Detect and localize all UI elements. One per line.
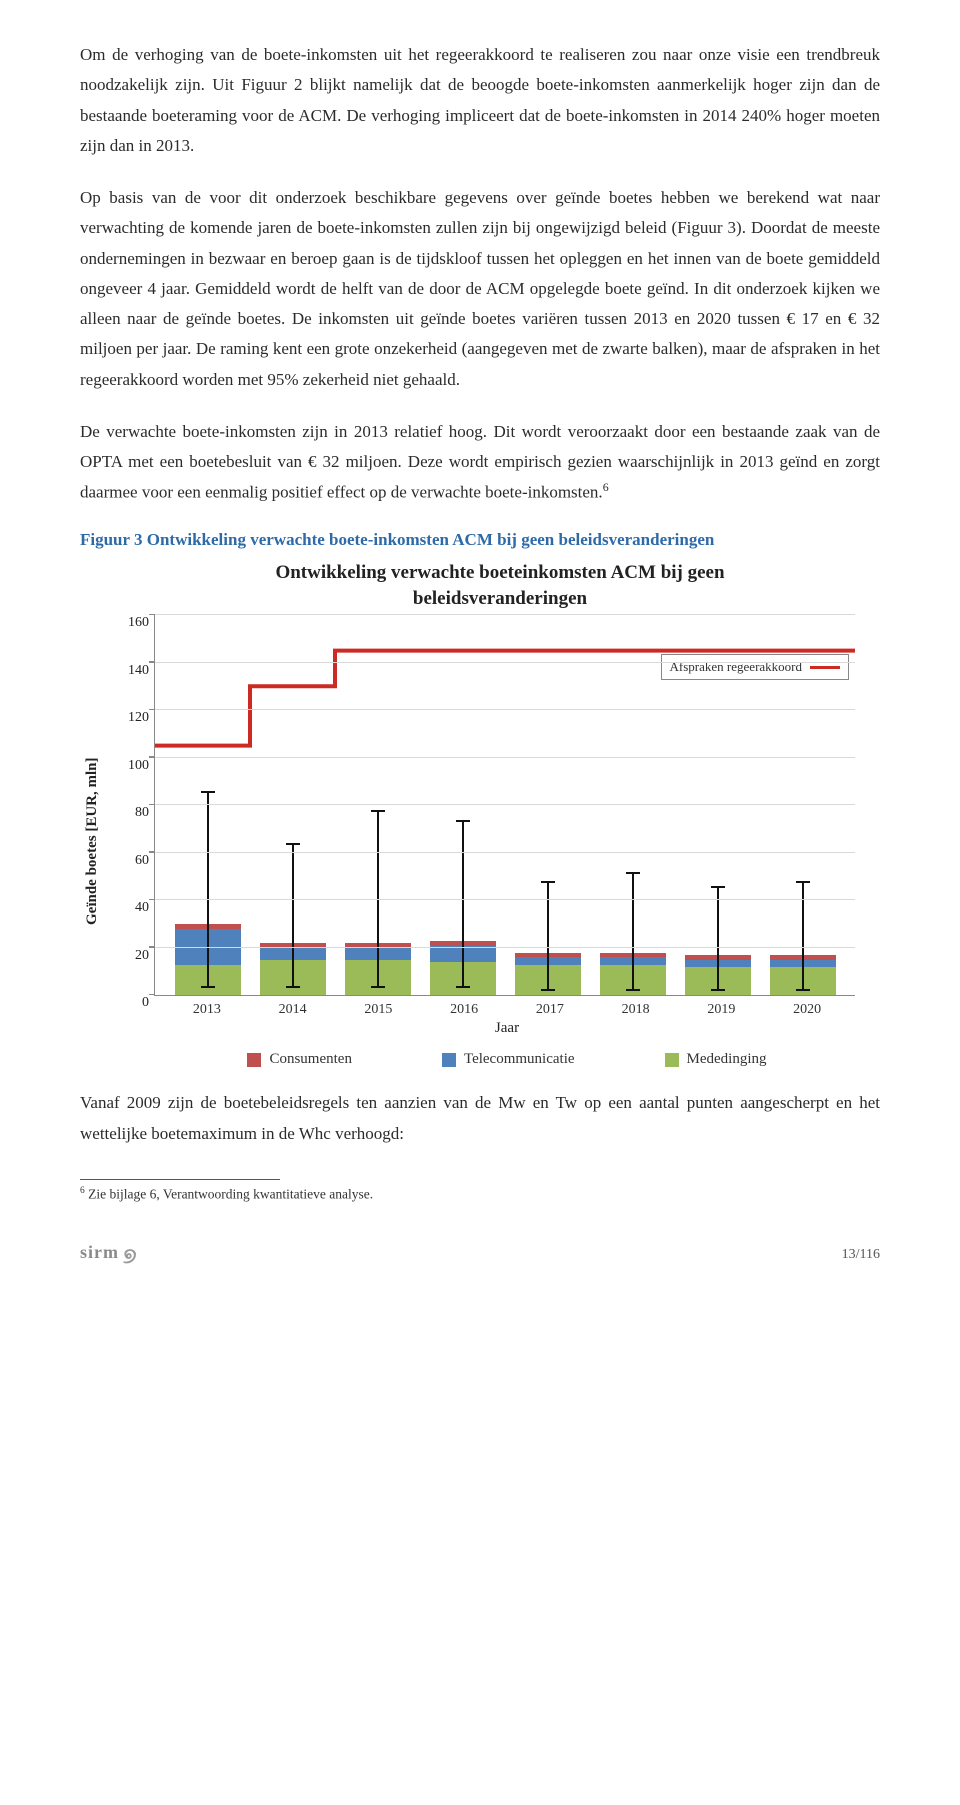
- error-bar: [717, 886, 719, 991]
- chart-container: Ontwikkeling verwachte boeteinkomsten AC…: [80, 560, 860, 1068]
- chart-title-line2: beleidsveranderingen: [413, 588, 587, 609]
- x-tick-label: 2014: [250, 1002, 336, 1018]
- y-tick-mark: [149, 946, 155, 948]
- x-tick-label: 2016: [421, 1002, 507, 1018]
- legend-label-consumenten: Consumenten: [269, 1051, 352, 1068]
- y-tick-label: 120: [113, 710, 149, 726]
- x-tick-label: 2013: [164, 1002, 250, 1018]
- y-tick-mark: [149, 994, 155, 996]
- logo-swirl-icon: ୭: [123, 1248, 137, 1263]
- footnote-ref: 6: [603, 480, 609, 494]
- chart-area: Geïnde boetes [EUR, mln] Afspraken regee…: [80, 615, 860, 1068]
- x-tick-label: 2015: [336, 1002, 422, 1018]
- x-axis-label: Jaar: [154, 1020, 860, 1037]
- legend-step-line: Afspraken regeerakkoord: [661, 654, 849, 680]
- error-bar: [547, 881, 549, 990]
- gridline: [155, 662, 855, 663]
- legend-item-meded: Mededinging: [665, 1051, 767, 1068]
- bar-slot: [505, 615, 590, 995]
- x-tick-label: 2020: [764, 1002, 850, 1018]
- page-number: 13/116: [842, 1247, 880, 1263]
- legend-label-telecom: Telecommunicatie: [464, 1051, 575, 1068]
- footnote-rule: [80, 1179, 280, 1180]
- paragraph-3-text: De verwachte boete-inkomsten zijn in 201…: [80, 422, 880, 502]
- y-tick-mark: [149, 709, 155, 711]
- error-bar: [632, 872, 634, 991]
- y-tick-mark: [149, 756, 155, 758]
- chart-title-line1: Ontwikkeling verwachte boeteinkomsten AC…: [275, 562, 724, 583]
- x-axis-labels: 20132014201520162017201820192020: [154, 1002, 860, 1018]
- footnote: 6 Zie bijlage 6, Verantwoording kwantita…: [80, 1186, 880, 1203]
- legend-item-telecom: Telecommunicatie: [442, 1051, 575, 1068]
- chart-legend: Consumenten Telecommunicatie Mededinging: [154, 1051, 860, 1068]
- bar-slot: [250, 615, 335, 995]
- y-tick-mark: [149, 804, 155, 806]
- y-tick-label: 160: [113, 615, 149, 631]
- legend-step-swatch: [810, 666, 840, 669]
- y-axis-label: Geïnde boetes [EUR, mln]: [80, 615, 108, 1068]
- error-bar: [292, 843, 294, 988]
- plot-column: Afspraken regeerakkoord 0204060801001201…: [154, 615, 860, 1068]
- y-tick-mark: [149, 661, 155, 663]
- gridline: [155, 709, 855, 710]
- error-bar: [462, 820, 464, 989]
- page-footer: sirm ୭ 13/116: [80, 1242, 880, 1263]
- legend-label-meded: Mededinging: [687, 1051, 767, 1068]
- x-tick-label: 2017: [507, 1002, 593, 1018]
- y-tick-mark: [149, 614, 155, 616]
- y-tick-mark: [149, 899, 155, 901]
- y-tick-label: 0: [113, 995, 149, 1011]
- footnote-text: Zie bijlage 6, Verantwoording kwantitati…: [85, 1186, 373, 1201]
- document-page: Om de verhoging van de boete-inkomsten u…: [0, 0, 960, 1293]
- error-bar: [207, 791, 209, 988]
- chart-title: Ontwikkeling verwachte boeteinkomsten AC…: [140, 560, 860, 611]
- gridline: [155, 614, 855, 615]
- y-tick-label: 140: [113, 663, 149, 679]
- y-tick-label: 40: [113, 900, 149, 916]
- y-tick-label: 20: [113, 948, 149, 964]
- legend-swatch-consumenten: [247, 1053, 261, 1067]
- y-tick-label: 100: [113, 758, 149, 774]
- figure-caption: Figuur 3 Ontwikkeling verwachte boete-in…: [80, 530, 880, 550]
- legend-item-consumenten: Consumenten: [247, 1051, 352, 1068]
- gridline: [155, 852, 855, 853]
- bar-slot: [165, 615, 250, 995]
- paragraph-4: Vanaf 2009 zijn de boetebeleidsregels te…: [80, 1088, 880, 1149]
- legend-swatch-telecom: [442, 1053, 456, 1067]
- gridline: [155, 757, 855, 758]
- paragraph-3: De verwachte boete-inkomsten zijn in 201…: [80, 417, 880, 508]
- y-tick-mark: [149, 851, 155, 853]
- x-tick-label: 2019: [679, 1002, 765, 1018]
- plot-box: Afspraken regeerakkoord 0204060801001201…: [154, 615, 855, 996]
- gridline: [155, 804, 855, 805]
- y-tick-label: 60: [113, 853, 149, 869]
- bar-slot: [335, 615, 420, 995]
- logo: sirm ୭: [80, 1242, 137, 1263]
- logo-text: sirm: [80, 1242, 119, 1263]
- paragraph-2: Op basis van de voor dit onderzoek besch…: [80, 183, 880, 395]
- x-tick-label: 2018: [593, 1002, 679, 1018]
- y-tick-label: 80: [113, 805, 149, 821]
- paragraph-1: Om de verhoging van de boete-inkomsten u…: [80, 40, 880, 161]
- bar-slot: [420, 615, 505, 995]
- error-bar: [802, 881, 804, 990]
- gridline: [155, 947, 855, 948]
- gridline: [155, 899, 855, 900]
- legend-swatch-meded: [665, 1053, 679, 1067]
